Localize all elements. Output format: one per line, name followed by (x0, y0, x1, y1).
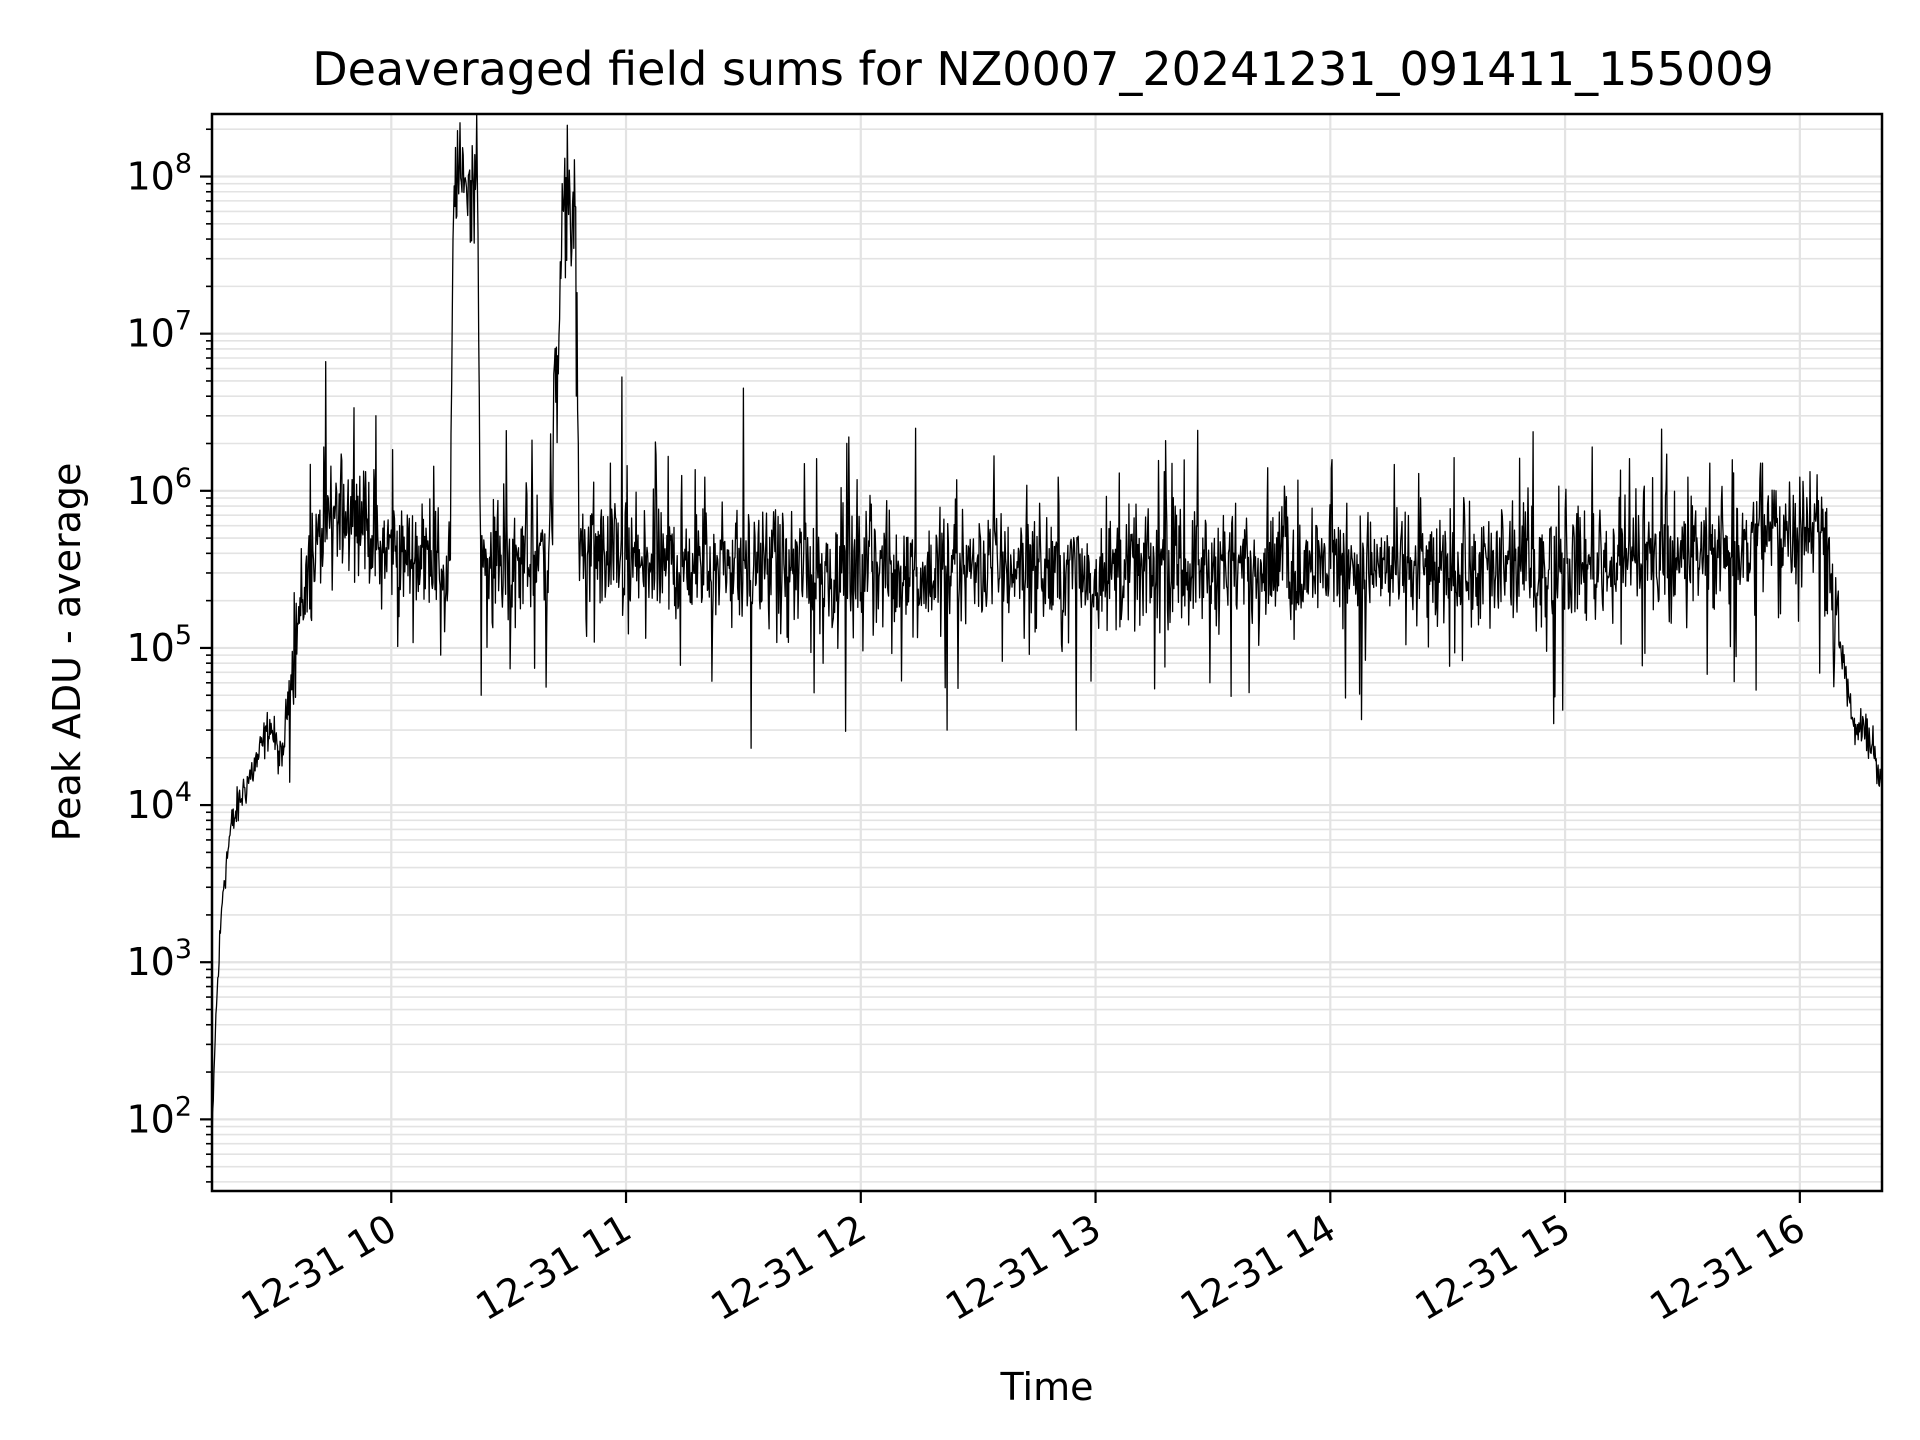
chart-title: Deaveraged field sums for NZ0007_2024123… (312, 42, 1773, 96)
y-tick-label: 105 (126, 620, 192, 670)
grid (212, 114, 1882, 1191)
plot-frame (210, 112, 1884, 1193)
y-axis: 102 103 104 105 106 107 108 (126, 128, 212, 1183)
y-tick-label: 102 (126, 1091, 192, 1141)
y-tick-label: 104 (126, 777, 192, 827)
y-tick-label: 108 (126, 149, 192, 199)
x-axis-label: Time (1000, 1365, 1094, 1409)
y-tick-label: 106 (126, 463, 192, 513)
y-axis-label: Peak ADU - average (45, 463, 89, 842)
y-tick-label: 107 (126, 306, 192, 356)
series-layer (211, 113, 1883, 1153)
series-line (211, 113, 1883, 1153)
y-tick-label: 103 (126, 934, 192, 984)
